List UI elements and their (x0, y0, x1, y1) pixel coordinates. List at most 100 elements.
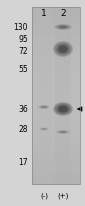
Ellipse shape (56, 130, 70, 134)
Bar (32, 109, 80, 114)
Ellipse shape (39, 106, 49, 109)
Ellipse shape (59, 131, 66, 133)
Bar (32, 39, 80, 44)
Bar (32, 180, 80, 185)
Ellipse shape (41, 128, 47, 130)
Bar (32, 140, 80, 145)
Ellipse shape (60, 47, 66, 52)
Bar (32, 171, 80, 176)
Text: 2: 2 (60, 8, 66, 18)
Ellipse shape (54, 25, 72, 31)
Ellipse shape (41, 107, 46, 108)
Bar (32, 21, 80, 26)
Ellipse shape (55, 25, 71, 31)
Bar (32, 166, 80, 171)
Ellipse shape (60, 131, 66, 133)
Bar (55, 8, 71, 184)
Ellipse shape (58, 26, 67, 29)
Bar (32, 105, 80, 110)
Ellipse shape (39, 106, 49, 109)
Bar (32, 127, 80, 132)
Bar (32, 30, 80, 35)
Bar (32, 65, 80, 70)
Ellipse shape (41, 129, 47, 130)
Ellipse shape (40, 106, 49, 109)
Bar (32, 131, 80, 136)
Bar (32, 52, 80, 57)
Ellipse shape (53, 42, 73, 58)
Ellipse shape (60, 107, 66, 112)
Bar (32, 78, 80, 83)
Ellipse shape (54, 103, 72, 116)
Ellipse shape (40, 128, 48, 130)
Ellipse shape (59, 107, 67, 112)
Bar (32, 87, 80, 92)
Text: 1: 1 (41, 8, 47, 18)
Text: 95: 95 (18, 35, 28, 44)
Ellipse shape (61, 108, 65, 111)
Ellipse shape (58, 131, 68, 134)
Ellipse shape (41, 129, 46, 130)
Ellipse shape (38, 105, 50, 109)
Bar (32, 61, 80, 66)
Bar (32, 136, 80, 140)
Ellipse shape (59, 46, 67, 53)
Bar (32, 8, 80, 13)
Bar (32, 162, 80, 167)
Ellipse shape (60, 27, 66, 29)
Text: 130: 130 (14, 23, 28, 32)
Ellipse shape (54, 42, 72, 57)
Ellipse shape (40, 128, 48, 131)
Ellipse shape (56, 104, 70, 115)
Ellipse shape (55, 43, 71, 56)
Ellipse shape (39, 128, 49, 131)
Ellipse shape (58, 106, 68, 113)
Ellipse shape (57, 45, 69, 54)
Ellipse shape (58, 46, 68, 54)
Bar (32, 34, 80, 39)
Bar (32, 17, 80, 22)
Text: 36: 36 (18, 105, 28, 114)
Ellipse shape (58, 46, 68, 54)
Bar (32, 83, 80, 88)
Ellipse shape (56, 44, 70, 56)
Ellipse shape (58, 26, 68, 30)
Bar (32, 12, 80, 17)
Ellipse shape (56, 25, 70, 30)
Bar (32, 153, 80, 158)
Bar (32, 122, 80, 127)
Bar (36, 8, 52, 184)
Ellipse shape (58, 26, 67, 29)
Bar (32, 96, 80, 101)
Bar (32, 43, 80, 48)
Ellipse shape (39, 128, 49, 131)
Text: 17: 17 (18, 158, 28, 167)
Bar (32, 149, 80, 154)
Ellipse shape (41, 129, 46, 130)
Bar (32, 74, 80, 79)
Bar (32, 144, 80, 149)
Ellipse shape (61, 48, 66, 52)
Ellipse shape (58, 106, 68, 113)
Bar (32, 118, 80, 123)
Ellipse shape (57, 26, 69, 30)
Text: (-): (-) (40, 192, 48, 198)
Bar (32, 48, 80, 53)
Ellipse shape (58, 131, 68, 134)
Ellipse shape (56, 105, 70, 114)
Ellipse shape (57, 131, 69, 134)
Ellipse shape (59, 131, 66, 133)
Bar (32, 158, 80, 163)
Ellipse shape (61, 108, 66, 111)
Bar (32, 8, 80, 184)
Ellipse shape (56, 44, 70, 55)
Ellipse shape (57, 131, 69, 134)
Ellipse shape (53, 103, 73, 116)
Bar (32, 92, 80, 97)
Ellipse shape (40, 106, 48, 109)
Text: 55: 55 (18, 65, 28, 74)
Ellipse shape (41, 107, 47, 109)
Text: 72: 72 (18, 47, 28, 56)
Bar (32, 175, 80, 180)
Bar (32, 114, 80, 118)
